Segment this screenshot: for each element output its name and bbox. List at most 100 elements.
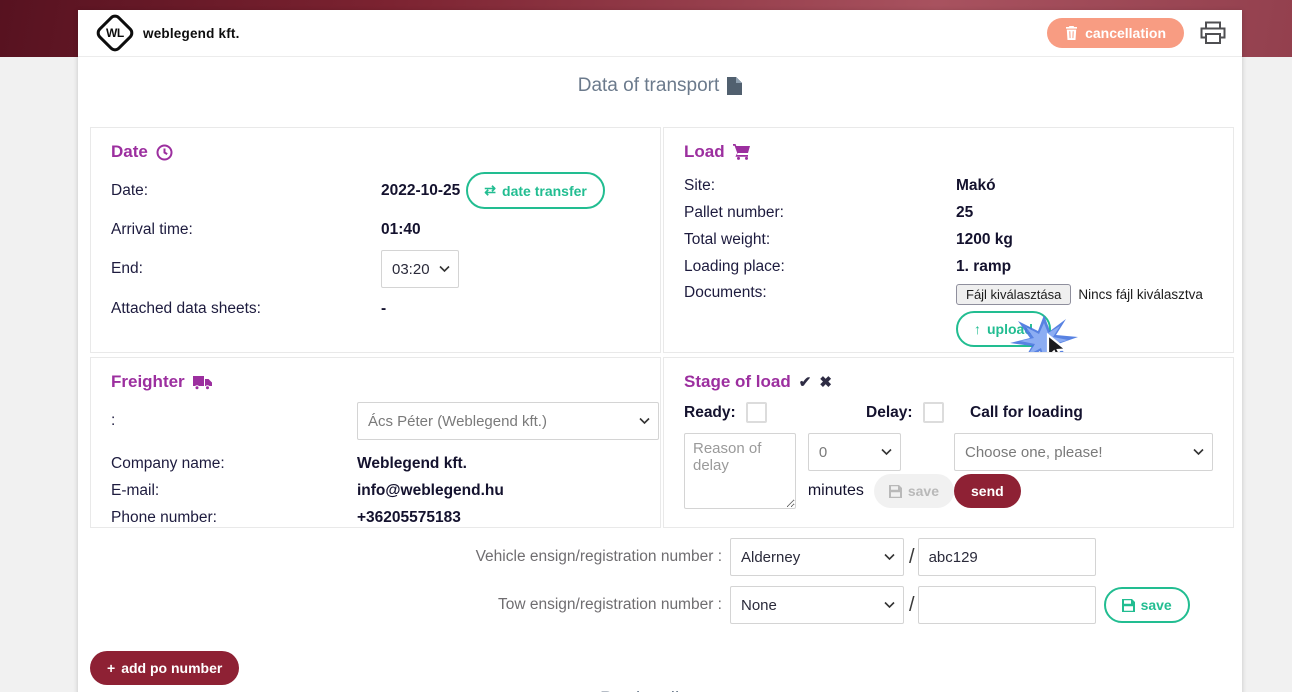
slash-separator: /	[909, 545, 915, 568]
date-panel-title-text: Date	[111, 142, 148, 161]
vehicle-country-select[interactable]: Alderney	[730, 538, 904, 576]
upload-line: ↑ upload	[956, 311, 1078, 352]
cancellation-label: cancellation	[1085, 25, 1166, 41]
documents-controls: Fájl kiválasztása Nincs fájl kiválasztva…	[956, 284, 1203, 352]
pallet-row: Pallet number: 25	[684, 199, 1213, 226]
cart-icon	[732, 144, 750, 160]
company-label: Company name:	[111, 454, 225, 472]
delay-group: Delay:	[866, 402, 970, 423]
date-transfer-button[interactable]: ⇄ date transfer	[466, 172, 605, 209]
load-panel-title: Load	[684, 142, 1213, 162]
vehicle-country-select-wrap: Alderney	[730, 538, 904, 576]
tow-number-input[interactable]	[917, 586, 1096, 624]
site-label: Site:	[684, 176, 716, 194]
ready-checkbox[interactable]	[745, 402, 767, 423]
company-value: Weblegend kft.	[357, 454, 467, 472]
page-title-text: Data of transport	[577, 75, 720, 96]
file-input: Fájl kiválasztása Nincs fájl kiválasztva	[956, 284, 1203, 305]
company-row: Company name: Weblegend kft.	[111, 450, 640, 477]
weight-label: Total weight:	[684, 230, 771, 248]
transfer-arrows-icon: ⇄	[484, 182, 497, 198]
stage-checkbox-row: Ready: Delay: Call for loading	[684, 402, 1213, 423]
loading-place-label: Loading place:	[684, 257, 785, 275]
add-po-number-button[interactable]: + add po number	[90, 651, 240, 685]
stage-panel-title: Stage of load ✔ ✖	[684, 372, 1213, 392]
sheets-value: -	[381, 299, 387, 317]
save-registration-label: save	[1140, 597, 1172, 613]
floppy-icon	[888, 484, 902, 498]
vehicle-number-input[interactable]	[917, 538, 1096, 576]
ready-label: Ready:	[684, 403, 736, 421]
tow-country-select[interactable]: None	[730, 586, 904, 624]
date-transfer-label: date transfer	[502, 182, 587, 199]
save-delay-button[interactable]: save	[873, 474, 954, 508]
freighter-panel-title-text: Freighter	[111, 372, 185, 391]
end-row: End: 03:20	[111, 250, 640, 288]
freighter-select[interactable]: Ács Péter (Weblegend kft.)	[357, 402, 659, 440]
printer-icon[interactable]	[1200, 21, 1226, 45]
plus-icon: +	[107, 660, 116, 676]
minutes-column: 0 minutes save	[807, 433, 954, 508]
vehicle-ensign-label: Vehicle ensign/registration number :	[475, 548, 722, 565]
send-label: send	[971, 483, 1004, 499]
document-icon	[727, 77, 743, 95]
phone-row: Phone number: +36205575183	[111, 504, 640, 527]
pallet-label: Pallet number:	[684, 203, 784, 221]
load-panel-title-text: Load	[684, 142, 725, 161]
save-registration-button[interactable]: save	[1103, 587, 1190, 623]
vehicle-registration-row: Vehicle ensign/registration number : Ald…	[78, 538, 1242, 576]
freighter-select-label: :	[111, 412, 116, 429]
add-po-label: add po number	[121, 660, 223, 676]
weight-row: Total weight: 1200 kg	[684, 226, 1213, 253]
site-value: Makó	[956, 176, 996, 194]
call-for-loading-label: Call for loading	[970, 403, 1083, 421]
slash-separator: /	[909, 593, 915, 616]
freighter-select-wrap: Ács Péter (Weblegend kft.)	[357, 402, 659, 440]
brand-name: weblegend kft.	[143, 25, 240, 41]
freighter-panel: Freighter : Ács Péter (Weblegend kft.) C…	[90, 357, 661, 528]
tow-country-select-wrap: None	[730, 586, 904, 624]
stage-of-load-panel: Stage of load ✔ ✖ Ready: Delay: Call for…	[663, 357, 1234, 528]
phone-value: +36205575183	[357, 508, 461, 526]
floppy-icon	[1121, 598, 1135, 612]
save-delay-label: save	[907, 483, 939, 499]
documents-row: Documents: Fájl kiválasztása Nincs fájl …	[684, 284, 1213, 352]
call-for-loading-select[interactable]: Choose one, please!	[954, 433, 1213, 471]
minutes-save-row: minutes save	[808, 474, 954, 508]
date-row: Date: 2022-10-25 ⇄ date transfer	[111, 172, 640, 209]
minutes-select[interactable]: 0	[807, 433, 901, 471]
sheets-label: Attached data sheets:	[111, 299, 261, 317]
upload-button[interactable]: ↑ upload	[956, 311, 1051, 347]
arrival-value: 01:40	[381, 220, 421, 238]
clock-icon	[156, 144, 173, 160]
weblegend-logo-icon: WL	[93, 11, 137, 55]
freighter-panel-title: Freighter	[111, 372, 640, 392]
pallet-value: 25	[956, 203, 974, 221]
tow-registration-row: Tow ensign/registration number : None / …	[78, 586, 1242, 624]
delay-checkbox[interactable]	[922, 402, 944, 423]
header-actions: cancellation	[1047, 18, 1226, 48]
upload-label: upload	[987, 321, 1033, 337]
stage-controls-row: 0 minutes save Cho	[684, 433, 1213, 509]
email-value: info@weblegend.hu	[357, 481, 504, 499]
cancellation-button[interactable]: cancellation	[1047, 18, 1184, 48]
file-status-text: Nincs fájl kiválasztva	[1078, 287, 1203, 302]
end-time-select[interactable]: 03:20	[381, 250, 459, 288]
email-row: E-mail: info@weblegend.hu	[111, 477, 640, 504]
sheets-row: Attached data sheets: -	[111, 290, 640, 327]
product-list-title: Product list	[78, 689, 1242, 692]
load-panel: Load Site: Makó Pallet number: 25 Total …	[663, 127, 1234, 353]
call-column: Choose one, please! send	[954, 433, 1213, 508]
file-choose-button[interactable]: Fájl kiválasztása	[956, 284, 1072, 305]
site-row: Site: Makó	[684, 172, 1213, 199]
brand-logo: WL weblegend kft.	[93, 11, 240, 55]
freighter-select-row: : Ács Péter (Weblegend kft.)	[111, 402, 659, 440]
reason-of-delay-textarea[interactable]	[684, 433, 796, 509]
send-button[interactable]: send	[954, 474, 1021, 508]
truck-icon	[192, 375, 212, 390]
card-header: WL weblegend kft. cancellation	[78, 10, 1242, 57]
upload-arrow-icon: ↑	[974, 321, 981, 337]
weight-value: 1200 kg	[956, 230, 1013, 248]
product-list-text: Product list	[600, 689, 694, 692]
delay-label: Delay:	[866, 403, 913, 421]
